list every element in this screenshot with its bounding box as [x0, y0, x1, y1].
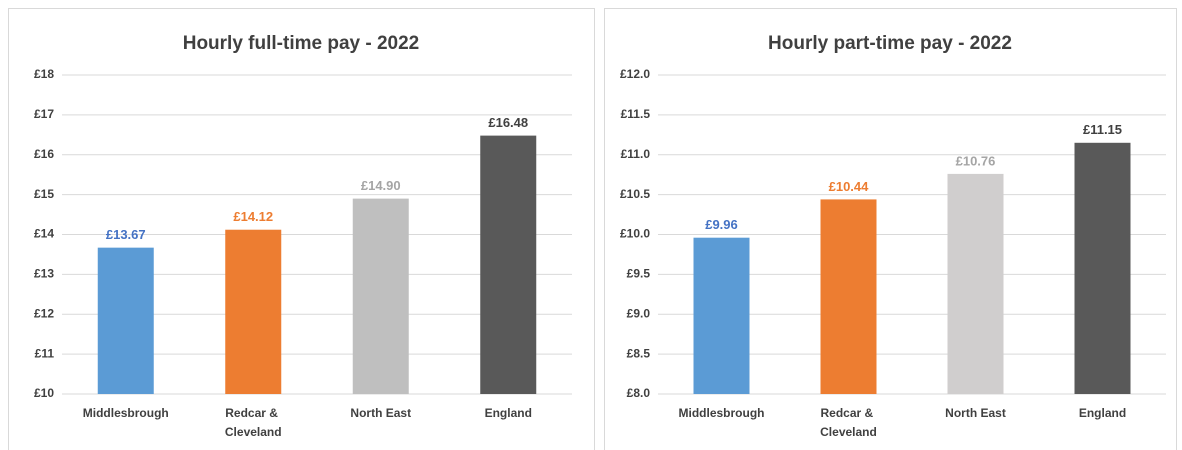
y-tick-label: £11.5 — [621, 107, 651, 121]
y-tick-label: £14 — [34, 227, 54, 241]
value-label: £10.44 — [829, 179, 870, 194]
y-tick-label: £10.5 — [620, 187, 650, 201]
value-label: £13.67 — [106, 227, 146, 242]
chart-title: Hourly full-time pay - 2022 — [183, 33, 420, 54]
value-label: £11.15 — [1083, 122, 1122, 137]
bar — [225, 229, 282, 394]
bar — [1074, 142, 1131, 394]
bar — [947, 173, 1004, 394]
y-tick-label: £10 — [34, 386, 54, 400]
y-tick-label: £12.0 — [620, 67, 650, 81]
y-tick-label: £8.5 — [627, 346, 651, 360]
x-tick-label: Middlesbrough — [679, 406, 765, 420]
bar — [820, 199, 877, 394]
y-tick-label: £16 — [34, 147, 54, 161]
bar — [352, 198, 409, 394]
bar — [693, 237, 750, 394]
y-tick-label: £9.5 — [627, 267, 651, 281]
y-tick-label: £12 — [34, 306, 54, 320]
y-tick-label: £11.0 — [621, 147, 651, 161]
value-label: £16.48 — [488, 115, 528, 130]
bar — [480, 135, 537, 395]
chart-title: Hourly part-time pay - 2022 — [768, 33, 1012, 54]
y-tick-label: £9.0 — [627, 306, 651, 320]
value-label: £14.90 — [361, 178, 401, 193]
y-tick-label: £8.0 — [627, 386, 651, 400]
value-label: £10.76 — [956, 153, 996, 168]
x-tick-label: England — [485, 406, 532, 420]
x-tick-label: Middlesbrough — [83, 406, 169, 420]
y-tick-label: £10.0 — [620, 227, 650, 241]
x-tick-label: North East — [945, 406, 1006, 420]
x-tick-label: England — [1079, 406, 1126, 420]
y-tick-label: £11 — [35, 346, 55, 360]
y-tick-label: £13 — [34, 267, 54, 281]
y-tick-label: £15 — [34, 187, 54, 201]
y-tick-label: £17 — [34, 107, 54, 121]
value-label: £9.96 — [705, 217, 738, 232]
value-label: £14.12 — [233, 209, 273, 224]
y-tick-label: £18 — [34, 67, 54, 81]
bar — [97, 247, 154, 394]
x-tick-label: North East — [350, 406, 411, 420]
x-tick-label: Redcar & Cleveland — [225, 406, 282, 439]
x-tick-label: Redcar & Cleveland — [820, 406, 877, 439]
